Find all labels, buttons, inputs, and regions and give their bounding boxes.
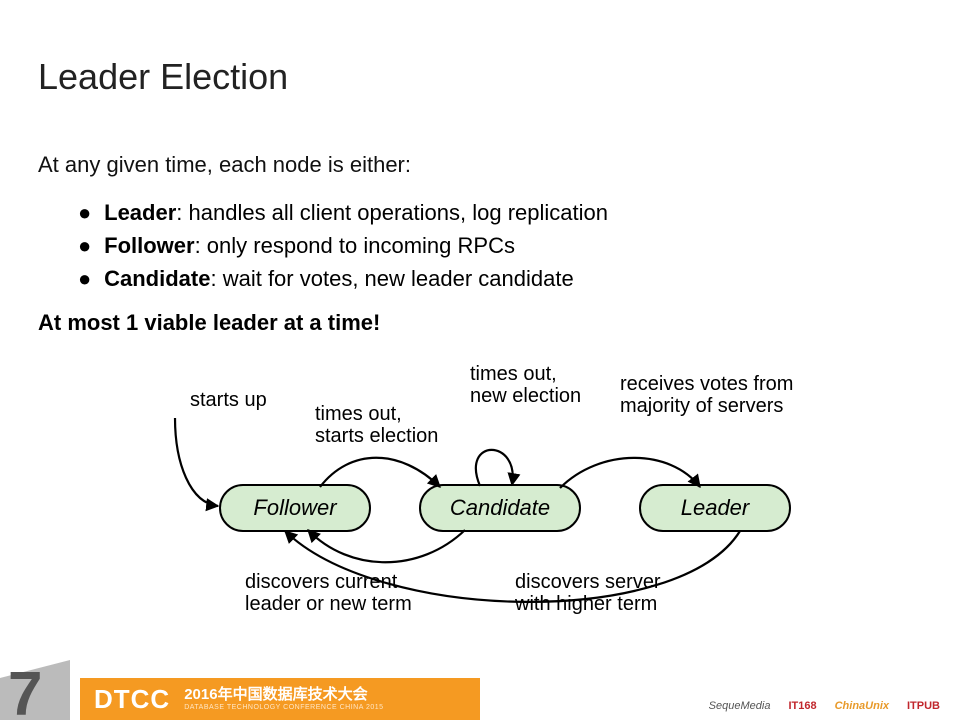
conference-title-en: DATABASE TECHNOLOGY CONFERENCE CHINA 201… (184, 704, 383, 711)
svg-text:leader or new term: leader or new term (245, 593, 412, 615)
bullet-desc: : wait for votes, new leader candidate (210, 266, 573, 291)
list-item: ● Candidate: wait for votes, new leader … (78, 264, 608, 295)
svg-text:receives votes from: receives votes from (620, 373, 793, 395)
sponsor-logo: ChinaUnix (835, 700, 889, 712)
dtcc-logo: DTCC (94, 684, 170, 715)
svg-text:with higher term: with higher term (514, 593, 657, 615)
sponsor-strip: SequeMedia IT168 ChinaUnix ITPUB (709, 700, 940, 712)
footer-orange-bar: DTCC 2016年中国数据库技术大会 DATABASE TECHNOLOGY … (80, 678, 480, 720)
svg-text:new election: new election (470, 385, 581, 407)
svg-text:Leader: Leader (681, 495, 751, 520)
bullet-term: Candidate (104, 266, 210, 291)
emphasis-text: At most 1 viable leader at a time! (38, 310, 380, 336)
conference-title-zh: 2016年中国数据库技术大会 (184, 687, 383, 702)
bullet-desc: : only respond to incoming RPCs (195, 233, 515, 258)
list-item: ● Follower: only respond to incoming RPC… (78, 231, 608, 262)
svg-text:times out,: times out, (470, 363, 557, 385)
svg-text:times out,: times out, (315, 403, 402, 425)
bullet-term: Follower (104, 233, 194, 258)
bullet-term: Leader (104, 200, 176, 225)
slide-footer: 7 DTCC 2016年中国数据库技术大会 DATABASE TECHNOLOG… (0, 666, 960, 720)
svg-text:starts up: starts up (190, 389, 267, 411)
svg-text:discovers current: discovers current (245, 571, 398, 593)
intro-text: At any given time, each node is either: (38, 152, 411, 178)
footer-seven: 7 (8, 664, 42, 720)
sponsor-logo: SequeMedia (709, 700, 771, 712)
slide-title: Leader Election (38, 56, 288, 98)
svg-text:majority of servers: majority of servers (620, 395, 783, 417)
svg-text:Candidate: Candidate (450, 495, 550, 520)
list-item: ● Leader: handles all client operations,… (78, 198, 608, 229)
state-diagram: Follower Candidate Leader starts up times ou… (120, 348, 900, 628)
sponsor-logo: IT168 (788, 700, 816, 712)
svg-text:Follower: Follower (253, 495, 338, 520)
bullet-list: ● Leader: handles all client operations,… (78, 196, 608, 296)
sponsor-logo: ITPUB (907, 700, 940, 712)
svg-text:starts election: starts election (315, 425, 438, 447)
bullet-desc: : handles all client operations, log rep… (176, 200, 608, 225)
svg-text:discovers server: discovers server (515, 571, 661, 593)
